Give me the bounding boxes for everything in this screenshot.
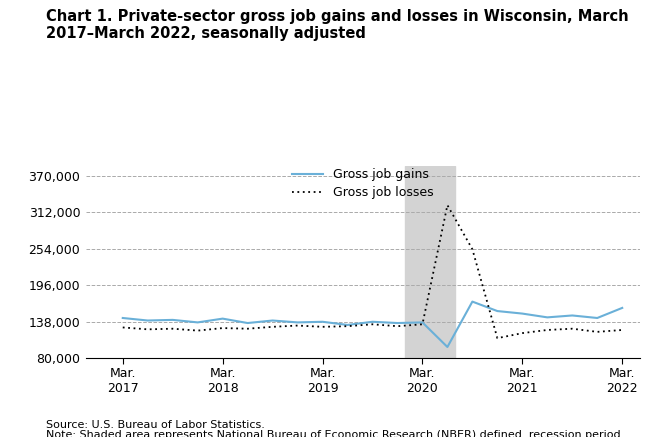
Gross job losses bbox=[494, 336, 502, 341]
Gross job losses bbox=[444, 202, 451, 208]
Gross job gains bbox=[119, 316, 127, 321]
Gross job gains bbox=[444, 344, 451, 350]
Gross job losses bbox=[119, 325, 127, 330]
Gross job gains bbox=[169, 317, 177, 323]
Gross job losses bbox=[469, 246, 477, 252]
Legend: Gross job gains, Gross job losses: Gross job gains, Gross job losses bbox=[292, 169, 434, 199]
Line: Gross job gains: Gross job gains bbox=[123, 302, 622, 347]
Gross job gains bbox=[344, 323, 352, 328]
Gross job gains bbox=[144, 318, 152, 323]
Gross job gains bbox=[618, 305, 626, 311]
Gross job losses bbox=[618, 327, 626, 333]
Gross job losses bbox=[194, 328, 202, 333]
Gross job losses bbox=[568, 326, 576, 331]
Gross job losses bbox=[144, 327, 152, 332]
Gross job losses bbox=[244, 326, 251, 331]
Gross job losses bbox=[319, 324, 327, 329]
Gross job gains bbox=[568, 313, 576, 318]
Gross job gains bbox=[319, 319, 327, 324]
Gross job losses bbox=[393, 323, 401, 329]
Gross job losses bbox=[368, 322, 376, 327]
Gross job losses bbox=[593, 329, 601, 334]
Gross job gains bbox=[494, 309, 502, 314]
Gross job gains bbox=[368, 319, 376, 324]
Gross job losses bbox=[218, 326, 226, 331]
Gross job gains bbox=[194, 320, 202, 325]
Gross job gains bbox=[593, 316, 601, 321]
Gross job losses bbox=[169, 326, 177, 331]
Gross job gains bbox=[469, 299, 477, 304]
Text: Source: U.S. Bureau of Labor Statistics.: Source: U.S. Bureau of Labor Statistics. bbox=[46, 420, 265, 430]
Gross job losses bbox=[344, 323, 352, 329]
Text: Chart 1. Private-sector gross job gains and losses in Wisconsin, March
2017–Marc: Chart 1. Private-sector gross job gains … bbox=[46, 9, 629, 41]
Gross job gains bbox=[269, 318, 277, 323]
Line: Gross job losses: Gross job losses bbox=[123, 205, 622, 338]
Gross job losses bbox=[269, 324, 277, 329]
Gross job gains bbox=[294, 320, 302, 325]
Text: Note: Shaded area represents National Bureau of Economic Research (NBER) defined: Note: Shaded area represents National Bu… bbox=[46, 430, 624, 437]
Gross job losses bbox=[294, 323, 302, 328]
Gross job gains bbox=[518, 311, 526, 316]
Gross job losses bbox=[543, 327, 551, 333]
Gross job gains bbox=[418, 320, 426, 325]
Bar bbox=[405, 166, 455, 358]
Gross job losses bbox=[418, 322, 426, 327]
Gross job gains bbox=[393, 320, 401, 326]
Gross job losses bbox=[518, 330, 526, 336]
Gross job gains bbox=[244, 320, 251, 326]
Gross job gains bbox=[543, 315, 551, 320]
Gross job gains bbox=[218, 316, 226, 321]
